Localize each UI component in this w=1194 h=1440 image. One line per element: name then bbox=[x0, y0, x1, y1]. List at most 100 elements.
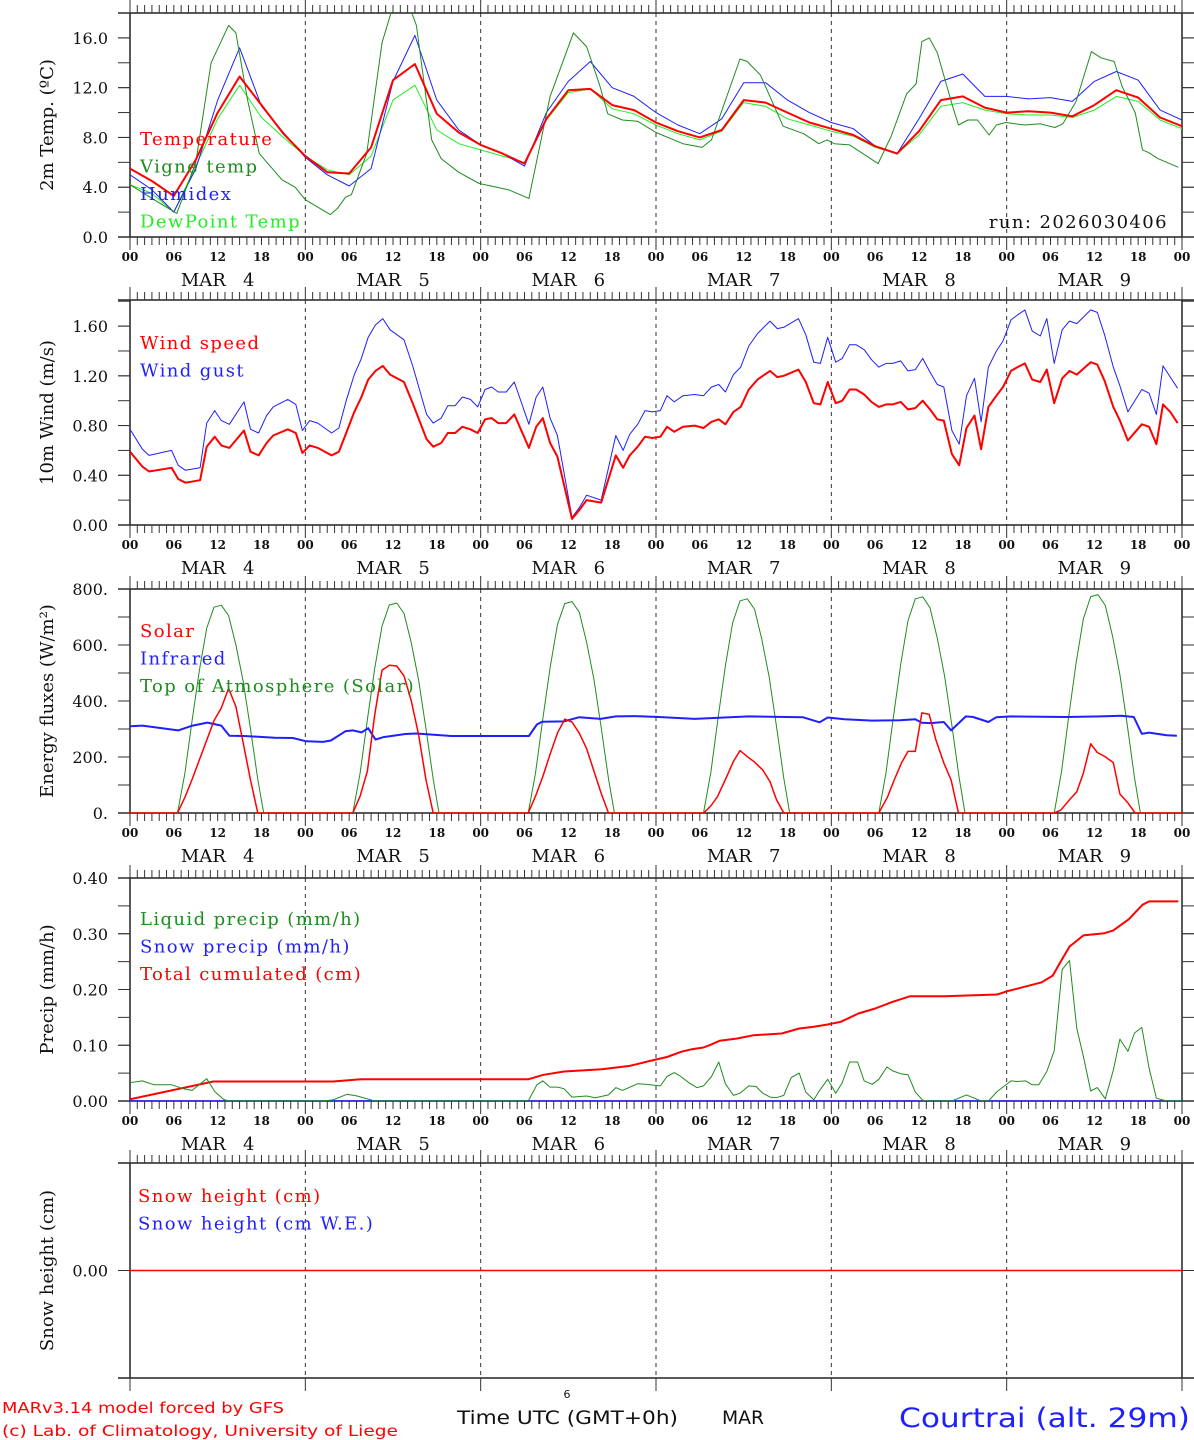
day-label: MAR 5 bbox=[356, 270, 430, 291]
chart-panel: 00 06 12 18 00 06 12 18 00 06 12 18 00 06 12 18 00 06 12 18… bbox=[37, 0, 1194, 291]
day-label: MAR 6 bbox=[532, 270, 606, 291]
legend-entry: Wind speed bbox=[140, 333, 260, 354]
x-tick-label: 18 bbox=[604, 538, 621, 552]
x-tick-label: 18 bbox=[954, 1114, 971, 1128]
x-tick-label: 06 bbox=[165, 538, 182, 552]
x-tick-label: 06 bbox=[165, 250, 182, 264]
x-tick-label: 06 bbox=[341, 250, 358, 264]
x-tick-label: 12 bbox=[735, 538, 752, 552]
x-tick-label: 06 bbox=[1042, 538, 1059, 552]
series-group bbox=[130, 900, 1182, 1101]
run-annotation: run: 2026030406 bbox=[989, 212, 1168, 233]
series-line-infrared bbox=[130, 714, 1177, 743]
legend-entry: Humidex bbox=[140, 184, 232, 205]
x-tick-label: 06 bbox=[691, 1114, 708, 1128]
legend-entry: Wind gust bbox=[140, 361, 245, 382]
x-tick-label: 00 bbox=[297, 538, 314, 552]
x-tick-label: 00 bbox=[648, 1114, 665, 1128]
series-line-humidex bbox=[130, 34, 1182, 213]
x-tick-label: 00 bbox=[297, 826, 314, 840]
x-tick-label: 06 bbox=[867, 250, 884, 264]
x-axis-label: Time UTC (GMT+0h) bbox=[456, 1407, 678, 1429]
day-label: MAR 6 bbox=[532, 1134, 606, 1155]
x-tick-label: 00 bbox=[998, 1114, 1015, 1128]
day-label: MAR 6 bbox=[532, 846, 606, 867]
x-tick-label: 18 bbox=[1130, 538, 1147, 552]
y-tick-label: 400. bbox=[72, 692, 108, 711]
x-tick-label: 12 bbox=[1086, 826, 1103, 840]
model-credit: MARv3.14 model forced by GFS bbox=[2, 1399, 284, 1417]
legend-entry: Liquid precip (mm/h) bbox=[140, 909, 362, 930]
y-tick-label: 0.40 bbox=[72, 466, 108, 485]
x-tick-label: 00 bbox=[472, 538, 489, 552]
day-label: MAR 7 bbox=[707, 846, 781, 867]
series-line-liquid-precip-mm-h bbox=[130, 960, 1182, 1101]
x-tick-label: 00 bbox=[823, 538, 840, 552]
x-tick-label: 12 bbox=[209, 250, 226, 264]
x-tick-label: 18 bbox=[253, 538, 270, 552]
x-tick-label: 18 bbox=[779, 826, 796, 840]
x-tick-label: 18 bbox=[604, 1114, 621, 1128]
legend-entry: Temperature bbox=[140, 129, 273, 150]
x-tick-label: 12 bbox=[385, 250, 402, 264]
legend-entry: Snow precip (mm/h) bbox=[140, 937, 351, 958]
y-tick-label: 0.10 bbox=[72, 1036, 108, 1055]
x-tick-label: 00 bbox=[472, 1114, 489, 1128]
day-label: MAR 5 bbox=[356, 1134, 430, 1155]
x-tick-label: 00 bbox=[998, 826, 1015, 840]
y-tick-label: 16.0 bbox=[72, 29, 108, 48]
y-tick-label: 4.0 bbox=[83, 178, 108, 197]
x-tick-label: 12 bbox=[911, 250, 928, 264]
x-tick-label: 12 bbox=[385, 1114, 402, 1128]
legend-entry: Solar bbox=[140, 621, 195, 642]
x-tick-label: 18 bbox=[428, 1114, 445, 1128]
x-tick-label: 18 bbox=[604, 826, 621, 840]
day-label: MAR 4 bbox=[181, 270, 255, 291]
x-tick-label: 00 bbox=[823, 1114, 840, 1128]
x-tick-label: 00 bbox=[1174, 1114, 1191, 1128]
x-tick-label: 12 bbox=[560, 1114, 577, 1128]
x-tick-label: 12 bbox=[735, 250, 752, 264]
legend-entry: DewPoint Temp bbox=[140, 212, 301, 233]
x-axis-month: MAR bbox=[722, 1407, 764, 1429]
day-label: MAR 4 bbox=[181, 558, 255, 579]
x-tick-label: 06 bbox=[516, 826, 533, 840]
x-tick-label: 06 bbox=[165, 826, 182, 840]
day-label: MAR 7 bbox=[707, 270, 781, 291]
series-group bbox=[130, 13, 1182, 216]
day-label: MAR 5 bbox=[356, 558, 430, 579]
day-label: MAR 6 bbox=[532, 558, 606, 579]
y-tick-label: 600. bbox=[72, 636, 108, 655]
x-tick-label: 00 bbox=[122, 826, 139, 840]
chart-panel: 00 06 12 18 00 06 12 18 00 06 12 18 00 06 12 18 00 06 12 18… bbox=[37, 287, 1194, 579]
x-tick-label: 12 bbox=[1086, 1114, 1103, 1128]
x-tick-label: 06 bbox=[1042, 250, 1059, 264]
x-tick-label: 18 bbox=[779, 250, 796, 264]
x-tick-label: 06 bbox=[341, 826, 358, 840]
y-tick-label: 200. bbox=[72, 748, 108, 767]
y-tick-label: 12.0 bbox=[72, 79, 108, 98]
x-tick-label: 12 bbox=[1086, 538, 1103, 552]
legend-entry: Infrared bbox=[140, 649, 227, 670]
y-tick-label: 0.0 bbox=[83, 228, 108, 247]
day-label: MAR 9 bbox=[1058, 270, 1132, 291]
lab-credit: (c) Lab. of Climatology, University of L… bbox=[2, 1422, 398, 1440]
y-tick-label: 0.00 bbox=[72, 1092, 108, 1111]
x-tick-label: 12 bbox=[911, 826, 928, 840]
series-line-wind-gust bbox=[130, 309, 1179, 518]
series-line-temperature bbox=[130, 63, 1182, 197]
x-tick-label: 00 bbox=[998, 538, 1015, 552]
series-group bbox=[130, 309, 1179, 520]
series-line-total-cumulated-cm bbox=[130, 900, 1179, 1101]
day-label: MAR 5 bbox=[356, 846, 430, 867]
chart-panel: 00 06 12 18 00 06 12 18 00 06 12 18 00 06 12 18 00 06 12 18… bbox=[37, 865, 1194, 1155]
x-tick-label: 00 bbox=[823, 826, 840, 840]
x-tick-label: 12 bbox=[911, 538, 928, 552]
y-tick-label: 0. bbox=[93, 804, 108, 823]
x-tick-label: 12 bbox=[560, 250, 577, 264]
station-name: Courtrai (alt. 29m) bbox=[899, 1403, 1190, 1434]
day-label: MAR 9 bbox=[1058, 558, 1132, 579]
x-tick-label: 06 bbox=[341, 1114, 358, 1128]
day-label: MAR 9 bbox=[1058, 1134, 1132, 1155]
x-tick-label: 06 bbox=[867, 826, 884, 840]
